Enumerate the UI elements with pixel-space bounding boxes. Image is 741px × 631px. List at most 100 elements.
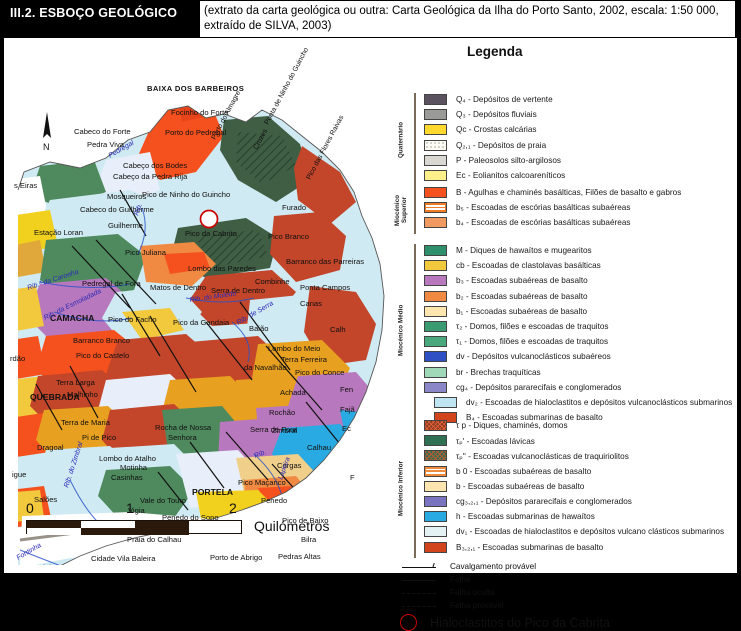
legend-item[interactable]: b₄ - Escoadas de escórias basálticas sub…: [424, 215, 681, 230]
map-place-label: Focinho do Forte: [171, 108, 228, 117]
map-place-label: Rocha de Nossa: [155, 423, 212, 432]
scale-tick: 0: [26, 500, 34, 516]
map-place-label: Zimbral: [272, 426, 298, 435]
map-place-label: Terra de Maria: [61, 418, 111, 427]
map-place-label: Porto do Pedregal: [165, 128, 227, 137]
map-place-label: Corgas: [277, 461, 302, 470]
era-label: Quaternário: [397, 121, 405, 158]
legend-item-label: h - Escoadas submarinas de hawaítos: [456, 512, 595, 522]
legend-item-label: br - Brechas traquíticas: [456, 367, 541, 377]
map-place-label: Matos de Dentro: [150, 283, 206, 292]
era-label: Miocénico Superior: [394, 194, 408, 226]
legend-item-label: b₅ - Escoadas de escórias basálticas sub…: [456, 203, 631, 213]
legend-era-group: Quaternário Q₄ - Depósitos de vertente Q₃ …: [392, 92, 737, 187]
legend-line-item[interactable]: Falha: [400, 573, 536, 586]
map-place-label: Ec: [342, 424, 351, 433]
legend-line-item[interactable]: Falha oculta: [400, 586, 536, 599]
legend-item[interactable]: cg₄ - Depósitos pararecifais e conglomer…: [424, 380, 732, 395]
legend-item-label: τ₂ - Domos, filões e escoadas de traquit…: [456, 322, 609, 332]
map-place-label: Lombo do Meio: [268, 344, 320, 353]
legend-item[interactable]: B - Agulhas e chaminés basálticas, Filõe…: [424, 185, 681, 200]
map-place-label: Cabeco do Guilherme: [80, 205, 154, 214]
legend-swatch-Tp: [424, 420, 447, 432]
legend-item[interactable]: τₚ'' - Escoadas vulcanoclásticas de traq…: [424, 448, 724, 463]
legend-item[interactable]: b₁ - Escoadas subaéreas de basalto: [424, 304, 732, 319]
legend-item[interactable]: τ₂ - Domos, filões e escoadas de traquit…: [424, 319, 732, 334]
legend-item-label: cb - Escoadas de clastolavas basálticas: [456, 261, 601, 271]
legend-item[interactable]: B₃,₂,₁ - Escoadas submarinas de basalto: [424, 540, 724, 555]
legend-era-group: Miocénico Superior B - Agulhas e chaminés…: [392, 185, 737, 235]
geological-map[interactable]: N BAIXA DOS BARBEIROS Focinho do Forte Cab…: [10, 40, 388, 565]
map-place-label: Rochão: [269, 408, 295, 417]
legend-item[interactable]: τₚ' - Escoadas lávicas: [424, 433, 724, 448]
map-place-label: Pico de Ninho do Guincho: [142, 190, 230, 199]
marker-label: Hialoclastitos do Pico da Cabrita: [430, 615, 610, 630]
legend-item-label: B₄ - Escoadas submarinas de basalto: [466, 413, 603, 423]
map-place-label: Motinha: [120, 463, 148, 472]
legend-swatch-dv2: [434, 396, 457, 408]
legend-item[interactable]: Q₃ - Depósitos fluviais: [424, 107, 565, 122]
legend-swatch-h: [424, 511, 447, 523]
legend-item[interactable]: br - Brechas traquíticas: [424, 365, 732, 380]
legend-item[interactable]: dv₁ - Escoadas de hialoclastitos e depós…: [424, 524, 724, 539]
map-place-label: Cabeço da Pedra Rija: [113, 172, 188, 181]
legend-swatch-Tp1: [424, 435, 447, 447]
legend-line-label: Falha: [450, 575, 471, 584]
legend-item[interactable]: dv₂ - Escoadas de hialoclastitos e depós…: [434, 395, 732, 410]
map-place-label: Bilra: [301, 535, 317, 544]
legend-item[interactable]: b - Escoadas subaéreas de basalto: [424, 479, 724, 494]
legend-item[interactable]: b₂ - Escoadas subaéreas de basalto: [424, 289, 732, 304]
legend-item-label: b - Escoadas subaéreas de basalto: [456, 481, 585, 491]
legend-swatch-b3: [424, 275, 447, 287]
legend-item[interactable]: Q₂,₁ - Depósitos de praia: [424, 138, 565, 153]
legend-item[interactable]: cb - Escoadas de clastolavas basálticas: [424, 258, 732, 273]
map-place-label: Serra de Dentro: [211, 286, 265, 295]
era-bracket: [414, 93, 416, 187]
legend-item[interactable]: dv - Depósitos vulcanoclásticos subaéreo…: [424, 349, 732, 364]
scale-segment: [135, 528, 189, 535]
legend-swatch-Qc: [424, 124, 447, 136]
legend-item[interactable]: M - Diques de hawaítos e mugearitos: [424, 243, 732, 258]
legend-swatch-T2: [424, 321, 447, 333]
scale-bar-graphic: [26, 520, 242, 535]
legend-panel: Legenda Quaternário Q₄ - Depósitos de ver…: [392, 40, 737, 631]
legend-swatch-Ec: [424, 170, 447, 182]
legend-item[interactable]: b 0 - Escoadas subaéreas de basalto: [424, 464, 724, 479]
legend-swatch-T1: [424, 336, 447, 348]
map-place-label: Terra Larga: [56, 378, 96, 387]
map-place-label: Pico Branco: [268, 232, 309, 241]
legend-item[interactable]: τ₁ - Domos, filões e escoadas de traquit…: [424, 334, 732, 349]
legend-item[interactable]: P - Paleosolos silto-argilosos: [424, 153, 565, 168]
map-place-label: Guilherme: [108, 221, 143, 230]
legend-era-group: Miocénico Médio M - Diques de hawaítos e …: [392, 243, 737, 429]
legend-line-item[interactable]: Falha provável: [400, 599, 536, 612]
page-title: III.2. ESBOÇO GEOLÓGICO: [10, 6, 178, 20]
legend-item[interactable]: Q₄ - Depósitos de vertente: [424, 92, 565, 107]
map-place-label: QUEBRADA: [30, 392, 80, 402]
legend-item-label: τ₁ - Domos, filões e escoadas de traquit…: [456, 337, 609, 347]
legend-item-label: τ p - Diques, chaminés, domos: [456, 421, 568, 431]
fault-lines: [35, 189, 341, 511]
map-place-label: Salões: [34, 495, 57, 504]
legend-item[interactable]: b₃ - Escoadas subaéreas de basalto: [424, 273, 732, 288]
legend-item[interactable]: Ec - Eolianitos calcoareníticos: [424, 168, 565, 183]
map-place-label: Porto de Abrigo: [210, 553, 262, 562]
legend-rows: B - Agulhas e chaminés basálticas, Filõe…: [424, 185, 681, 231]
map-place-label: Combinhe: [255, 277, 290, 286]
legend-item[interactable]: b₅ - Escoadas de escórias basálticas sub…: [424, 200, 681, 215]
era-bracket: [414, 419, 416, 558]
era-bracket: [414, 186, 416, 234]
map-place-label: Baião: [249, 324, 268, 333]
legend-line-label: Cavalgamento provável: [450, 562, 537, 571]
legend-line-item[interactable]: Cavalgamento provável: [400, 560, 536, 573]
legend-swatch-cg4: [424, 381, 447, 393]
legend-item[interactable]: τ p - Diques, chaminés, domos: [424, 418, 724, 433]
legend-item[interactable]: h - Escoadas submarinas de hawaítos: [424, 509, 724, 524]
legend-item-label: P - Paleosolos silto-argilosos: [456, 155, 561, 165]
line-symbol-solid-icon: [400, 575, 444, 585]
legend-item[interactable]: Qc - Crostas calcárias: [424, 122, 565, 137]
era-label: Miocénico Inferior: [397, 460, 405, 516]
legend-swatch-b: [424, 480, 447, 492]
scale-segment: [81, 528, 135, 535]
legend-item[interactable]: cg₃,₂,₁ - Depósitos pararecifais e congl…: [424, 494, 724, 509]
